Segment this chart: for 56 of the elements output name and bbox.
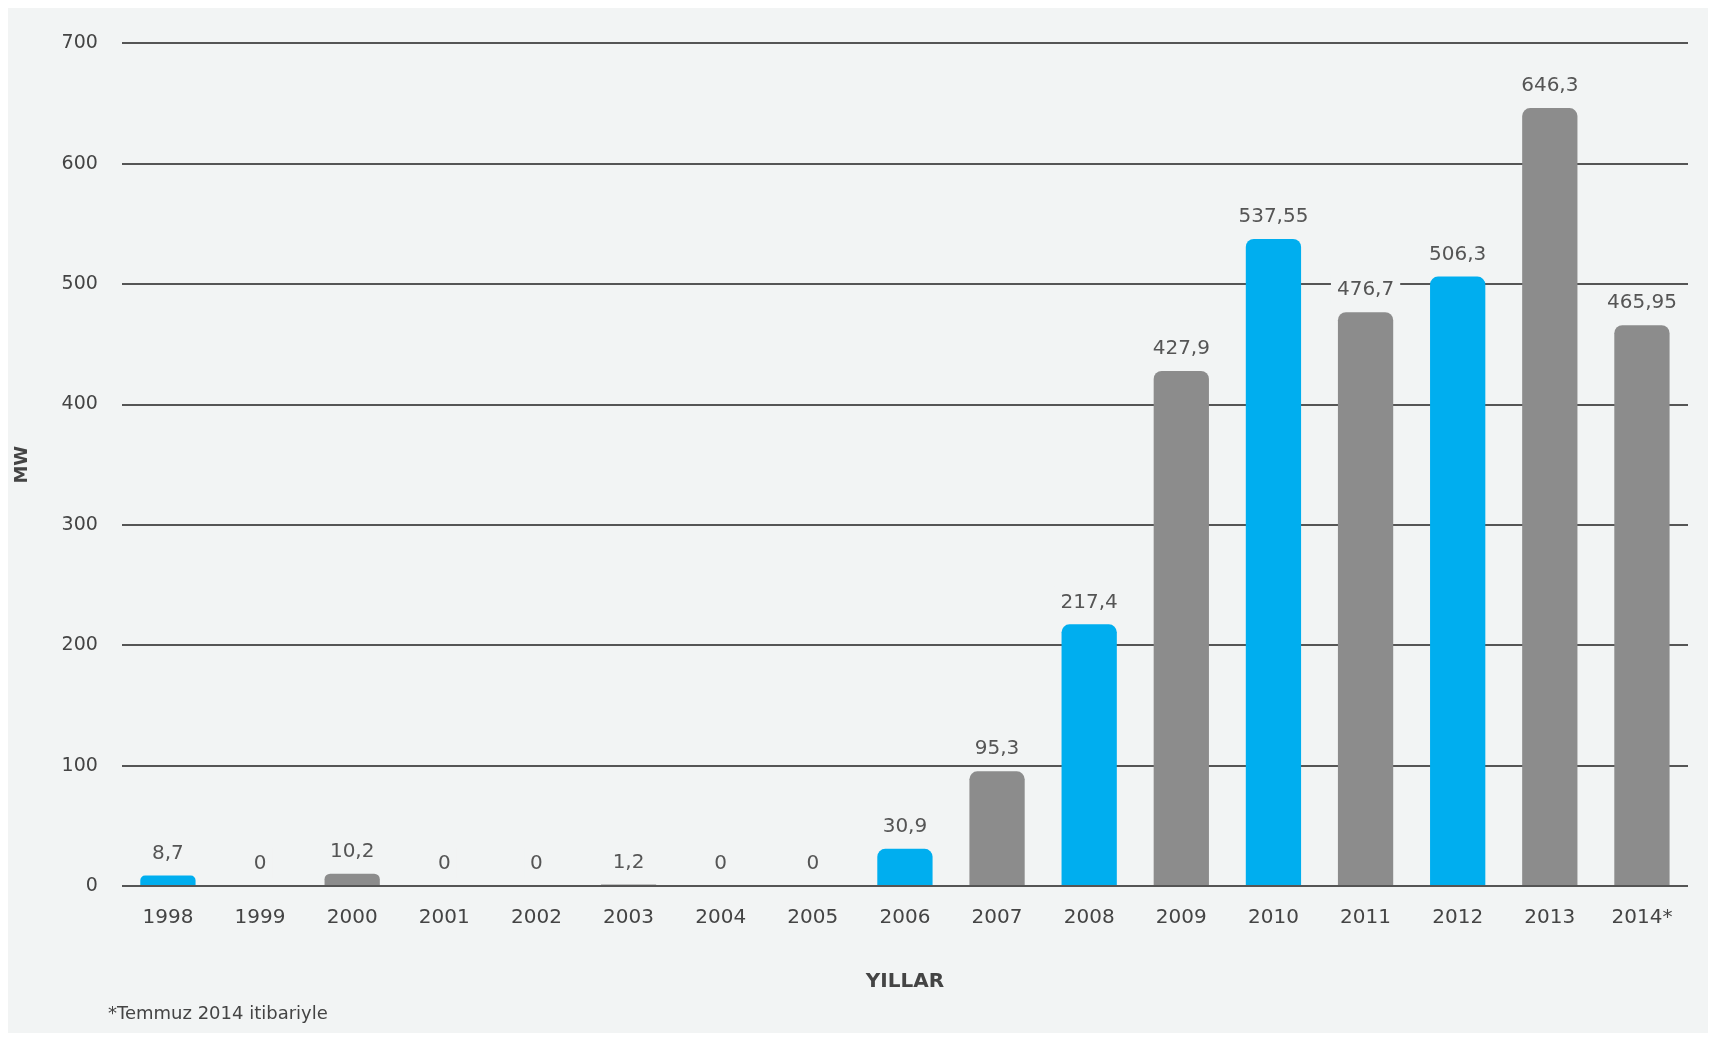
x-tick-label: 2004: [695, 904, 747, 929]
y-tick-label: 700: [61, 30, 98, 53]
y-tick-label: 100: [61, 752, 98, 775]
text: *Temmuz 2014 itibariyle: [107, 1001, 329, 1025]
x-tick-label: 2007: [971, 904, 1023, 929]
x-tick-label: 1999: [234, 904, 286, 929]
x-tick-label: 2001: [418, 904, 470, 929]
data-label: 8,7: [152, 839, 184, 864]
data-label: 0: [437, 850, 451, 875]
bar: [1430, 276, 1486, 885]
bar: [1061, 624, 1117, 885]
data-label: 0: [714, 850, 728, 875]
bar: [1337, 312, 1394, 885]
x-tick-label: 2014*: [1611, 904, 1673, 929]
x-tick-label: 2009: [1155, 904, 1207, 929]
x-tick-label: 2000: [326, 904, 378, 929]
y-axis-title: MW: [10, 445, 32, 484]
y-tick-label: 500: [61, 271, 98, 294]
data-label: 217,4: [1060, 588, 1118, 613]
y-tick-label: 300: [61, 511, 98, 534]
bar: [1614, 325, 1670, 885]
data-label: 427,9: [1152, 335, 1210, 360]
x-tick-label: 1998: [142, 904, 194, 929]
x-tick-label: 2008: [1063, 904, 1115, 929]
data-label: 95,3: [974, 735, 1020, 760]
data-label: 465,95: [1606, 289, 1677, 314]
bar: [140, 875, 196, 885]
bar: [1522, 108, 1578, 885]
x-tick-label: 2006: [879, 904, 931, 929]
x-tick-label: 2003: [603, 904, 655, 929]
x-tick-label: 2010: [1247, 904, 1299, 929]
data-label: 476,7: [1336, 276, 1395, 301]
y-tick-label: 0: [85, 872, 98, 895]
data-label: 646,3: [1521, 72, 1579, 97]
bar: [324, 873, 380, 885]
y-tick-label: 200: [61, 632, 98, 655]
data-label: 537,55: [1238, 203, 1309, 228]
y-tick-label: 600: [61, 150, 98, 173]
x-tick-label: 2002: [510, 904, 562, 929]
y-tick-label: 400: [61, 391, 98, 414]
bar: [877, 848, 933, 885]
bar: [1153, 370, 1209, 885]
x-tick-label: 2005: [787, 904, 839, 929]
x-axis-title: YILLAR: [864, 968, 945, 993]
data-label: 30,9: [882, 813, 928, 838]
x-tick-label: 2011: [1340, 904, 1392, 929]
data-label: 10,2: [329, 837, 375, 862]
data-label: 0: [253, 850, 267, 875]
bar: [1245, 238, 1302, 885]
data-label: 0: [530, 850, 543, 875]
x-tick-label: 2012: [1432, 904, 1484, 929]
data-label: 0: [806, 850, 820, 875]
bar: [969, 771, 1025, 885]
data-label: 506,3: [1429, 240, 1487, 265]
x-tick-label: 2013: [1524, 904, 1576, 929]
data-label: 1,2: [612, 848, 645, 873]
